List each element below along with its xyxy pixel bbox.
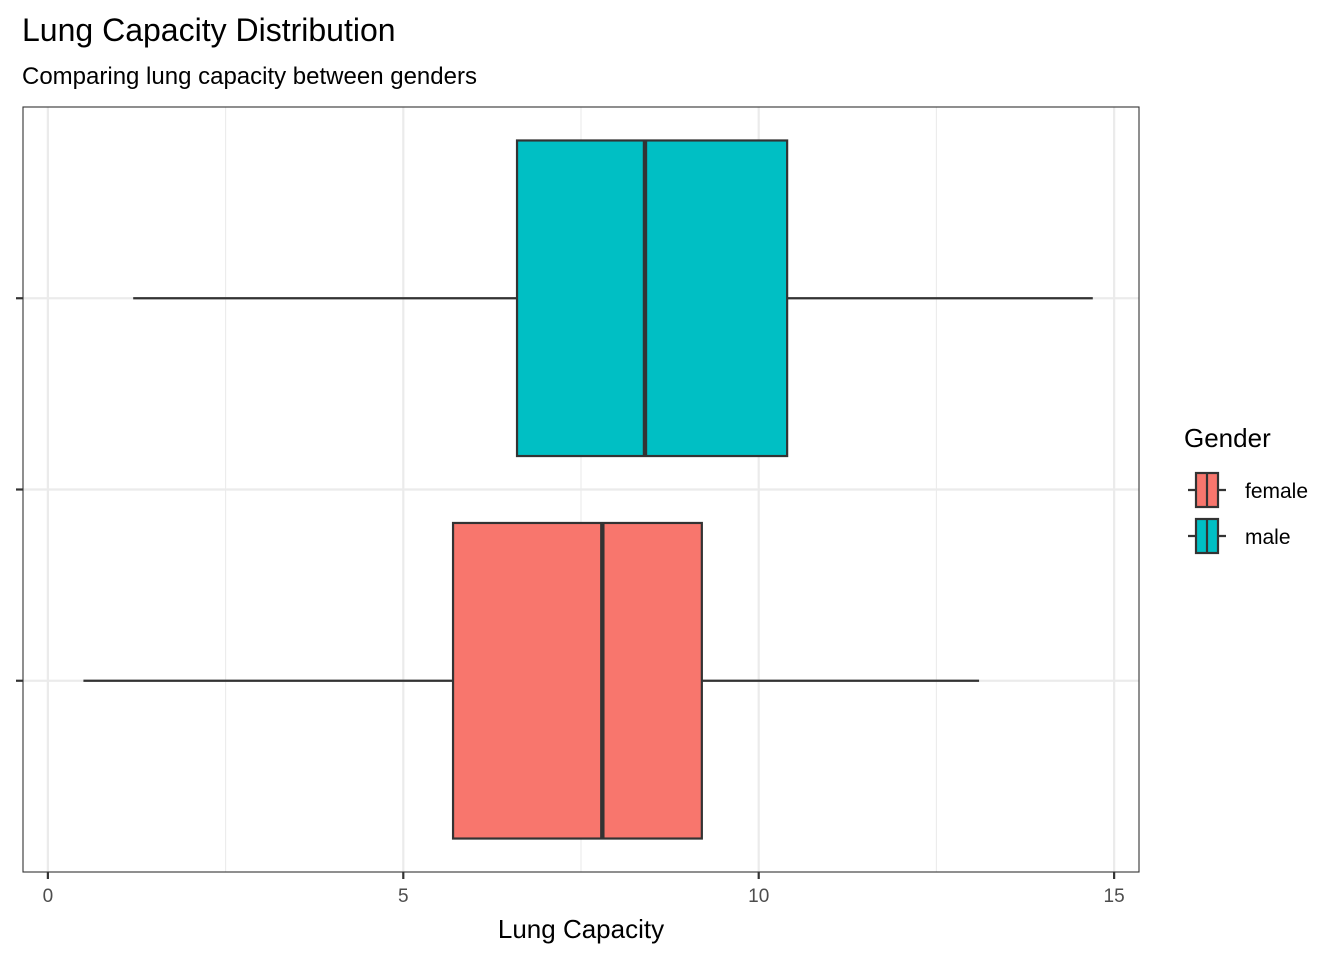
legend-title: Gender [1184, 423, 1271, 453]
x-tick-label: 5 [398, 886, 409, 907]
legend: Gender female male [1184, 423, 1308, 555]
box-male [133, 139, 1093, 458]
box-female [83, 521, 980, 840]
box-iqr [451, 521, 703, 840]
legend-item-female: female [1188, 471, 1308, 509]
x-tick-label: 10 [748, 886, 769, 907]
legend-label: female [1245, 480, 1308, 503]
legend-label: male [1245, 526, 1291, 549]
x-tick-label: 15 [1104, 886, 1125, 907]
chart-subtitle: Comparing lung capacity between genders [22, 63, 477, 90]
legend-item-male: male [1188, 517, 1291, 555]
chart-title: Lung Capacity Distribution [22, 12, 396, 48]
box-iqr [515, 139, 789, 458]
x-axis-title: Lung Capacity [498, 914, 664, 944]
plot-panel: 0 5 10 15 [16, 106, 1140, 907]
x-tick-label: 0 [43, 886, 54, 907]
